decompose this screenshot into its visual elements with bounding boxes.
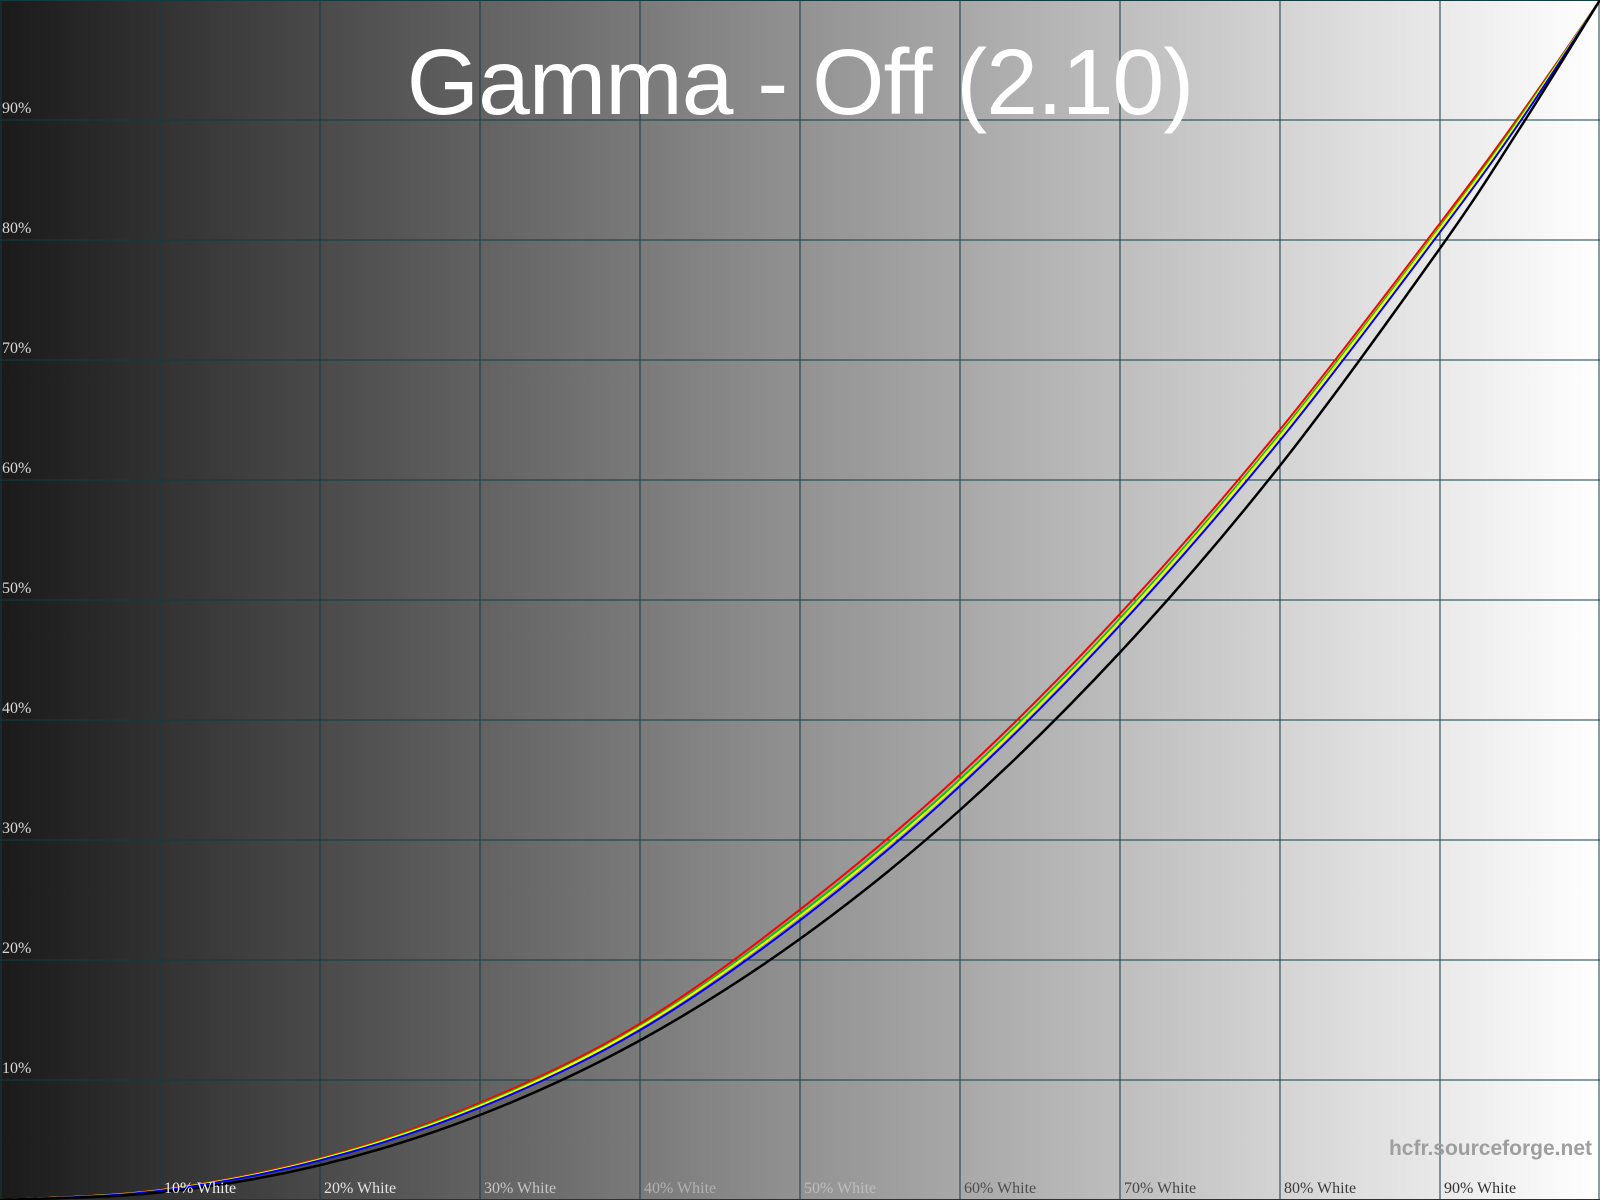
gridlines (0, 0, 1600, 1200)
gamma-chart: 90% 80% 70% 60% 50% 40% 30% 20% 10% 10% White 20%… (0, 0, 1600, 1200)
curve-reference-gamma-2.2 (0, 0, 1600, 1200)
gamma-curves (0, 0, 1600, 1200)
plot-area (0, 0, 1600, 1200)
curve-blue-channel (0, 0, 1600, 1200)
